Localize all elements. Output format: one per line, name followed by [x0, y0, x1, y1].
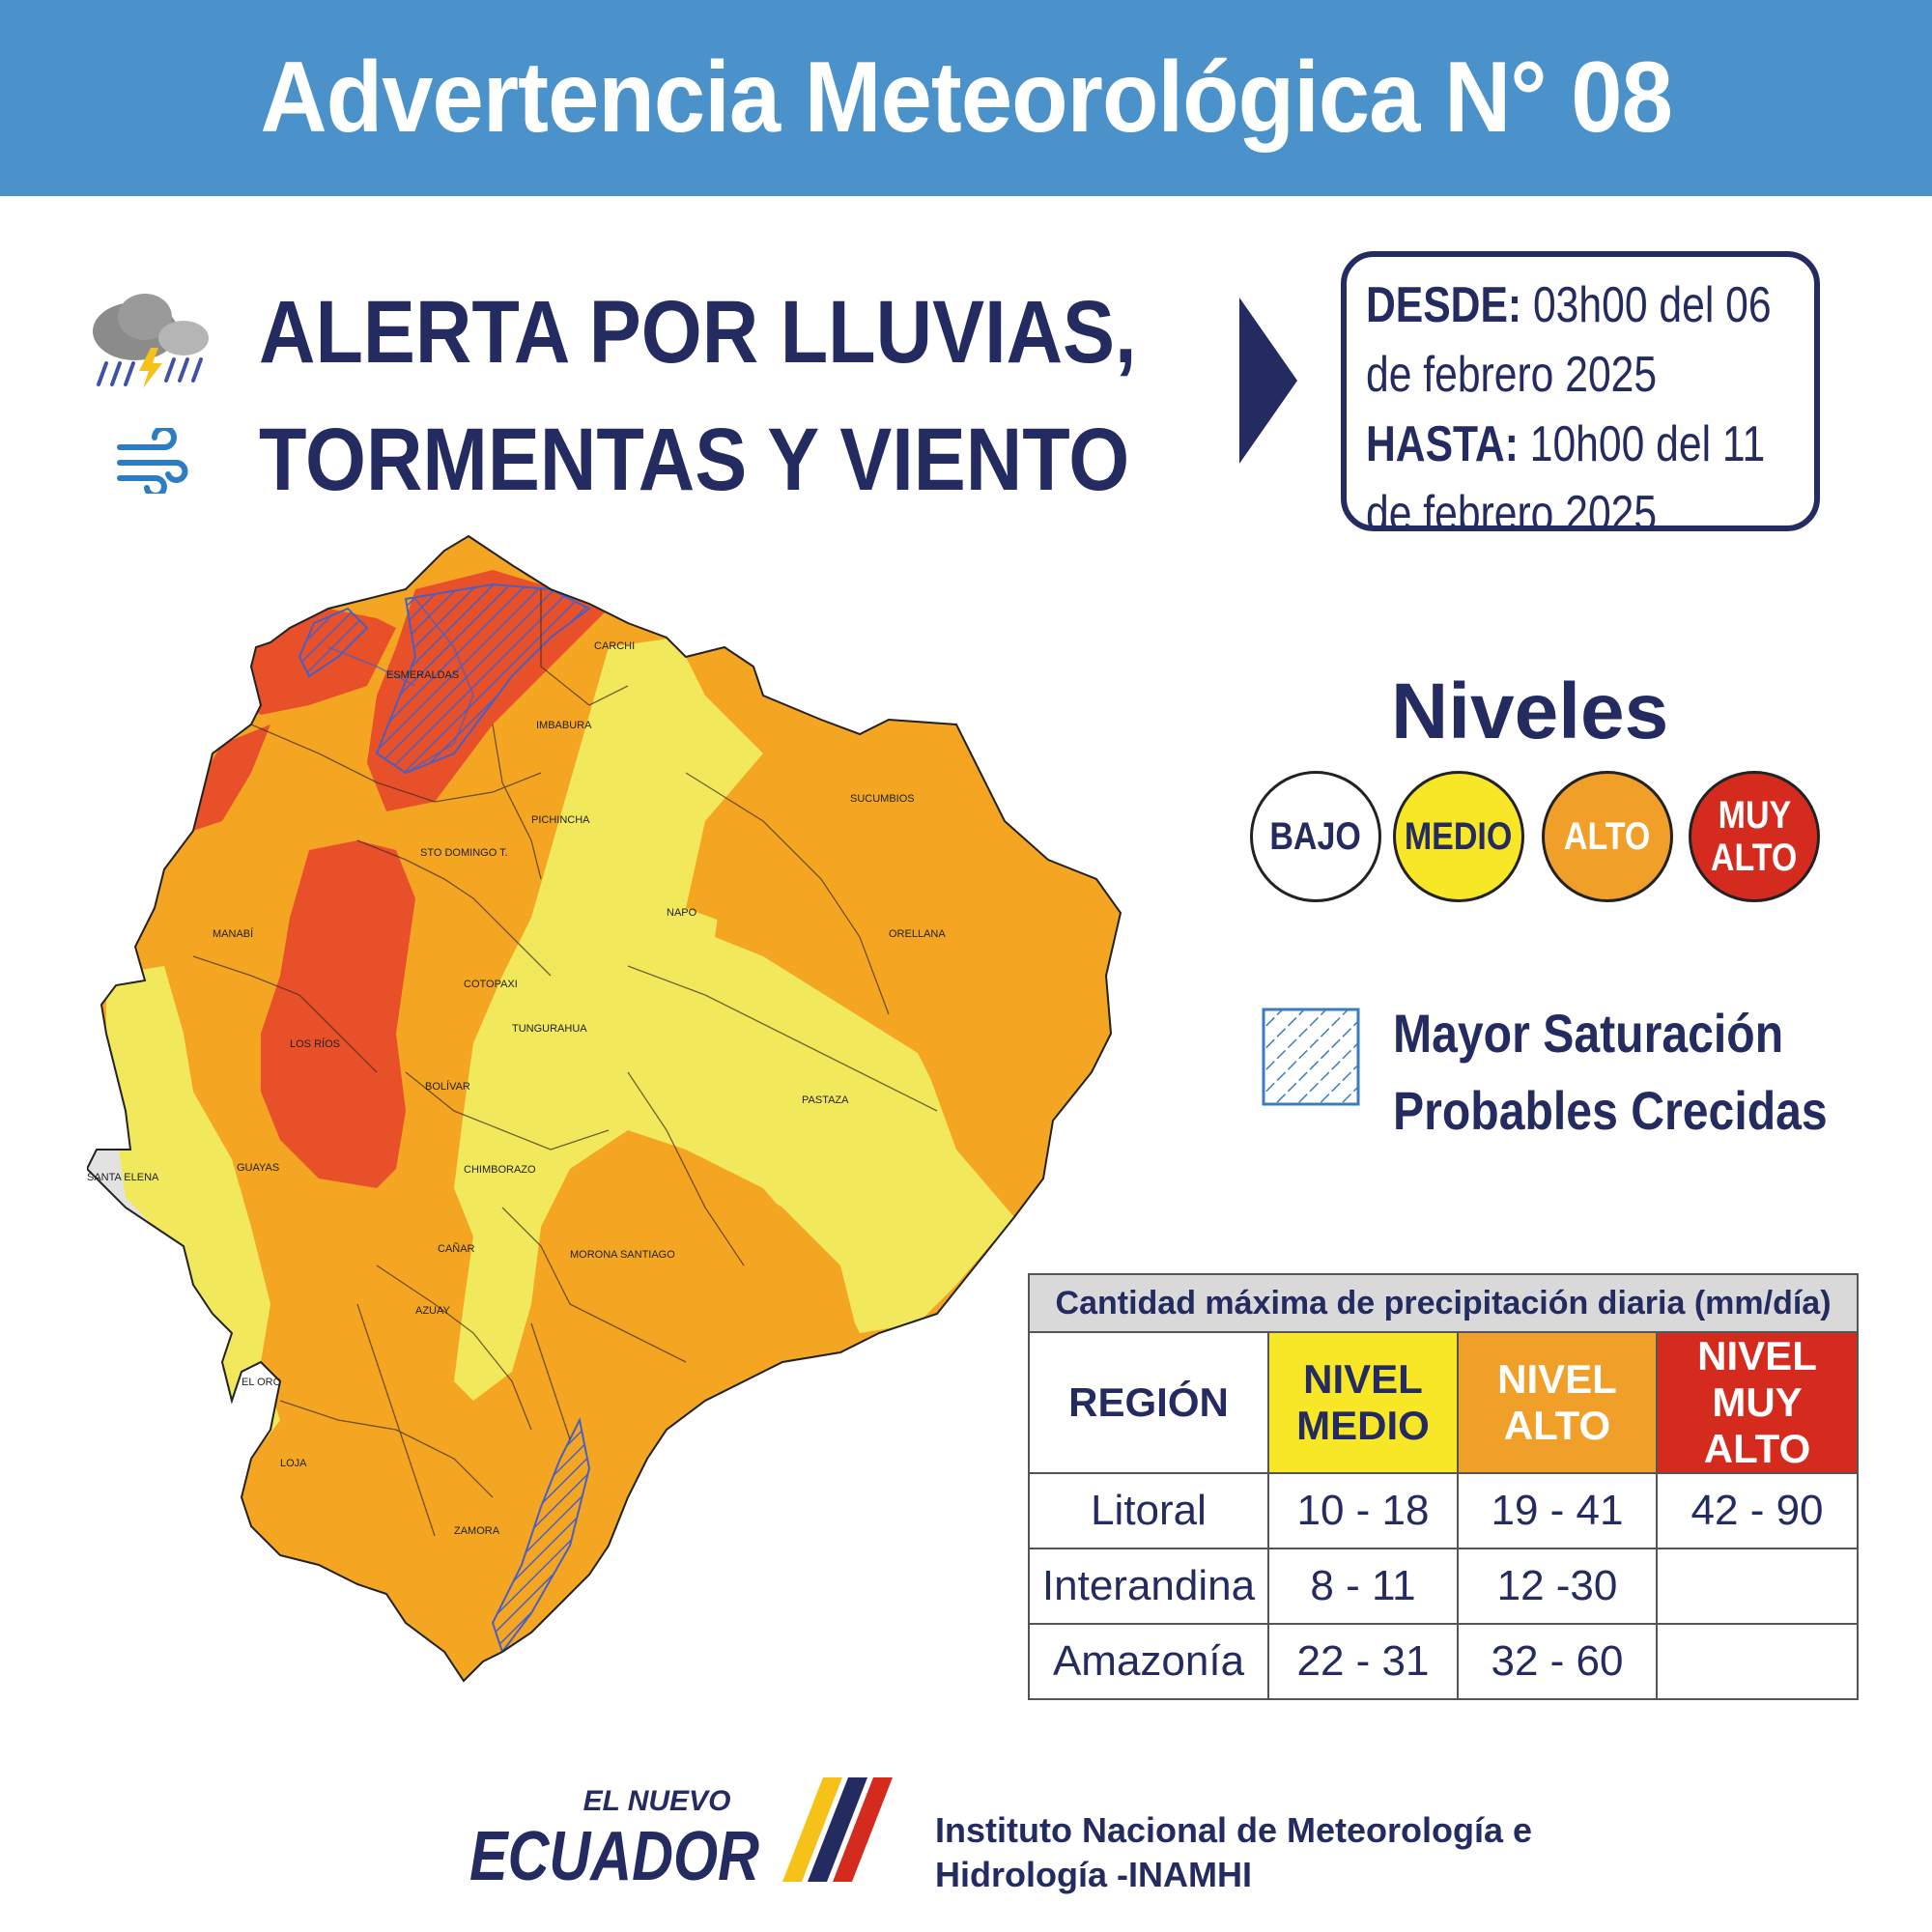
to-label: HASTA:	[1366, 416, 1519, 472]
row-medio: 10 - 18	[1267, 1472, 1459, 1549]
row-region: Litoral	[1028, 1472, 1269, 1549]
header-muy-alto-line1: NIVEL	[1697, 1333, 1817, 1378]
alert-line-1: ALERTA POR LLUVIAS,	[259, 283, 1137, 382]
saturation-line-2: Probables Crecidas	[1393, 1080, 1828, 1141]
province-label: EL ORO	[242, 1377, 282, 1388]
ecuador-alert-map: ESMERALDAS CARCHI IMBABURA SUCUMBIOS PICHINC…	[87, 534, 1122, 1683]
header-banner: Advertencia Meteorológica N° 08	[0, 0, 1932, 196]
saturation-line-1: Mayor Saturación	[1393, 1003, 1784, 1064]
header-region: REGIÓN	[1028, 1331, 1269, 1474]
to-value-2: de febrero 2025	[1366, 486, 1658, 542]
province-label: BOLÍVAR	[425, 1080, 470, 1093]
province-label: TUNGURAHUA	[512, 1023, 587, 1035]
alert-period-box: DESDE: 03h00 del 06 de febrero 2025 HAST…	[1341, 251, 1820, 542]
to-row-2: de febrero 2025	[1366, 479, 1718, 549]
row-medio: 22 - 31	[1267, 1623, 1459, 1700]
saturation-hatch-icon	[1262, 1008, 1360, 1106]
province-label: CHIMBORAZO	[464, 1164, 536, 1176]
table-row: Amazonía 22 - 31 32 - 60	[1028, 1623, 1860, 1700]
province-label: MORONA SANTIAGO	[570, 1249, 675, 1261]
province-label: STO DOMINGO T.	[420, 847, 508, 859]
province-label: LOS RÍOS	[290, 1037, 340, 1050]
row-alto: 32 - 60	[1457, 1623, 1658, 1700]
header-medio-line1: NIVEL	[1303, 1356, 1423, 1402]
wind-icon	[117, 428, 188, 494]
logo-line-2: ECUADOR	[469, 1818, 759, 1893]
level-alto-label: ALTO	[1564, 815, 1651, 858]
province-label: COTOPAXI	[464, 979, 518, 990]
to-value: 10h00 del 11	[1529, 416, 1766, 472]
table-caption: Cantidad máxima de precipitación diaria …	[1027, 1273, 1860, 1333]
province-label: MANABÍ	[213, 927, 254, 940]
row-alto: 12 -30	[1457, 1548, 1658, 1625]
storm-cloud-icon	[93, 294, 209, 388]
saturation-legend-text: Mayor Saturación Probables Crecidas	[1393, 995, 1828, 1150]
header-nivel-muy-alto: NIVEL MUY ALTO	[1655, 1331, 1860, 1474]
province-label: ZAMORA	[454, 1525, 500, 1537]
table-row: Litoral 10 - 18 19 - 41 42 - 90	[1028, 1472, 1860, 1549]
level-muy-alto-line1: MUY	[1718, 794, 1791, 837]
row-muy-alto	[1655, 1623, 1860, 1700]
level-muy-alto: MUY ALTO	[1689, 771, 1820, 902]
province-label: CAÑAR	[438, 1242, 475, 1255]
province-label: ORELLANA	[889, 928, 946, 940]
alert-heading: ALERTA POR LLUVIAS, TORMENTAS Y VIENTO	[259, 269, 1137, 524]
institution-line-1: Instituto Nacional de Meteorología e	[935, 1810, 1533, 1850]
el-nuevo-ecuador-logo: EL NUEVO ECUADOR	[469, 1777, 893, 1893]
precipitation-table: Cantidad máxima de precipitación diaria …	[1027, 1273, 1860, 1700]
level-bajo: BAJO	[1250, 771, 1381, 902]
province-label: PASTAZA	[802, 1094, 849, 1106]
header-muy-alto-line2: MUY ALTO	[1703, 1379, 1811, 1471]
header-medio-line2: MEDIO	[1296, 1403, 1430, 1448]
province-label: LOJA	[280, 1458, 307, 1469]
level-medio-label: MEDIO	[1405, 815, 1513, 858]
header-alto-line2: ALTO	[1503, 1403, 1611, 1448]
row-medio: 8 - 11	[1267, 1548, 1459, 1625]
row-muy-alto	[1655, 1548, 1860, 1625]
level-medio: MEDIO	[1393, 771, 1524, 902]
to-row: HASTA: 10h00 del 11	[1366, 410, 1765, 479]
province-label: CARCHI	[594, 640, 635, 652]
from-row-2: de febrero 2025	[1366, 340, 1718, 410]
province-label: AZUAY	[415, 1305, 451, 1317]
level-alto: ALTO	[1542, 771, 1673, 902]
from-label: DESDE:	[1366, 277, 1522, 333]
province-label: IMBABURA	[536, 720, 592, 731]
province-label: NAPO	[667, 907, 697, 919]
logo-line-1: EL NUEVO	[583, 1785, 731, 1817]
from-row: DESDE: 03h00 del 06	[1366, 270, 1772, 340]
level-bajo-label: BAJO	[1269, 815, 1362, 858]
province-label: SUCUMBIOS	[850, 793, 915, 805]
row-region: Interandina	[1028, 1548, 1269, 1625]
header-nivel-alto: NIVEL ALTO	[1457, 1331, 1658, 1474]
province-label: PICHINCHA	[531, 814, 590, 826]
row-region: Amazonía	[1028, 1623, 1269, 1700]
level-muy-alto-line2: ALTO	[1711, 837, 1798, 879]
levels-title: Niveles	[1391, 668, 1669, 755]
header-nivel-medio: NIVEL MEDIO	[1267, 1331, 1459, 1474]
province-label: ESMERALDAS	[386, 669, 459, 681]
row-muy-alto: 42 - 90	[1655, 1472, 1860, 1549]
institution-line-2: Hidrología -INAMHI	[935, 1855, 1252, 1894]
row-alto: 19 - 41	[1457, 1472, 1658, 1549]
header-alto-line1: NIVEL	[1497, 1356, 1617, 1402]
page-title: Advertencia Meteorológica N° 08	[260, 42, 1672, 154]
play-arrow-icon	[1239, 298, 1297, 464]
from-value-2: de febrero 2025	[1366, 347, 1658, 403]
alert-line-2: TORMENTAS Y VIENTO	[259, 411, 1130, 509]
province-label: GUAYAS	[237, 1162, 279, 1174]
province-label: SANTA ELENA	[87, 1172, 159, 1183]
from-value: 03h00 del 06	[1532, 277, 1772, 333]
institution-name: Instituto Nacional de Meteorología e Hid…	[935, 1808, 1532, 1897]
table-row: Interandina 8 - 11 12 -30	[1028, 1548, 1860, 1625]
